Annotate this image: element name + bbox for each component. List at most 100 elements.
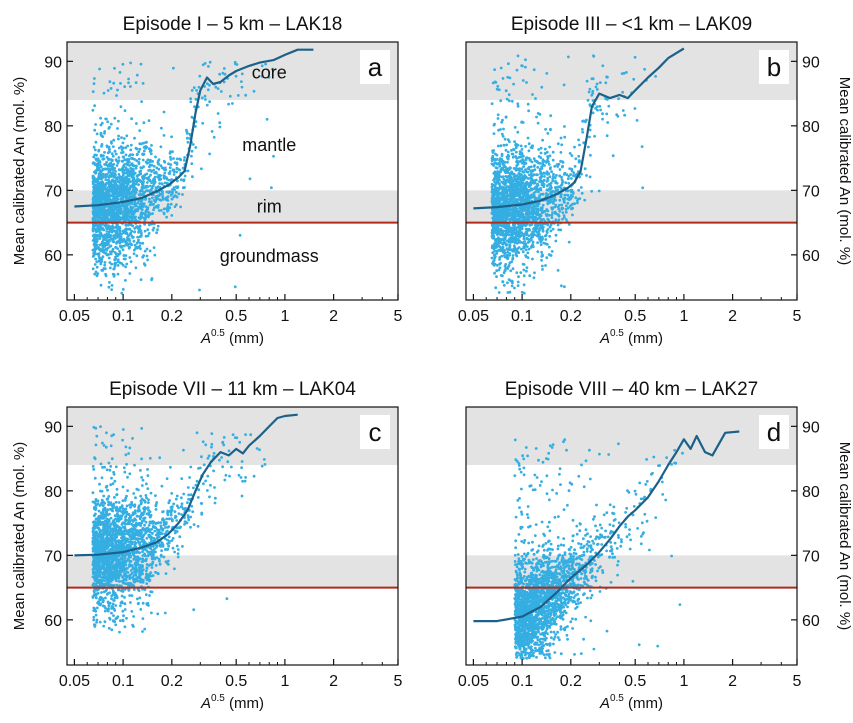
scatter-point	[552, 199, 556, 203]
scatter-point	[511, 186, 514, 190]
scatter-point	[91, 90, 95, 93]
scatter-point	[99, 283, 103, 287]
scatter-point	[101, 154, 105, 158]
y-tick-label: 80	[802, 119, 820, 136]
scatter-point	[162, 211, 166, 215]
scatter-point	[507, 233, 511, 237]
scatter-point	[179, 178, 183, 182]
scatter-point	[218, 72, 222, 76]
scatter-point	[113, 203, 117, 207]
scatter-point	[150, 186, 154, 190]
x-tick-label: 5	[793, 308, 802, 325]
scatter-point	[530, 188, 534, 192]
scatter-point	[104, 178, 108, 182]
scatter-point	[605, 75, 608, 79]
scatter-point	[493, 271, 496, 275]
scatter-point	[133, 136, 136, 140]
scatter-point	[620, 72, 624, 75]
scatter-point	[124, 146, 128, 150]
scatter-point	[171, 192, 174, 195]
scatter-point	[495, 263, 499, 267]
scatter-point	[522, 237, 526, 241]
scatter-point	[150, 277, 154, 280]
scatter-point	[516, 230, 519, 233]
scatter-point	[106, 209, 110, 213]
scatter-point	[522, 283, 526, 287]
scatter-point	[535, 115, 538, 119]
scatter-point	[267, 75, 271, 79]
scatter-point	[536, 173, 539, 177]
scatter-point	[551, 179, 555, 183]
scatter-point	[193, 105, 196, 108]
scatter-point	[136, 235, 140, 239]
scatter-point	[573, 145, 576, 149]
scatter-point	[558, 198, 562, 202]
scatter-point	[113, 149, 117, 153]
scatter-point	[501, 242, 505, 245]
scatter-point	[499, 144, 503, 148]
scatter-point	[577, 188, 581, 192]
scatter-point	[147, 215, 150, 219]
scatter-point	[493, 226, 496, 230]
scatter-point	[142, 177, 146, 181]
scatter-point	[116, 198, 119, 202]
scatter-point	[527, 198, 530, 201]
scatter-point	[535, 234, 539, 238]
scatter-point	[137, 193, 141, 197]
scatter-point	[540, 255, 544, 258]
scatter-point	[525, 156, 529, 160]
scatter-point	[549, 198, 552, 202]
scatter-point	[161, 195, 165, 199]
scatter-point	[539, 240, 543, 244]
scatter-point	[561, 160, 564, 164]
scatter-point	[130, 117, 134, 121]
scatter-point	[159, 209, 163, 212]
scatter-point	[117, 156, 121, 159]
scatter-point	[566, 201, 570, 205]
scatter-point	[185, 128, 188, 132]
scatter-point	[521, 181, 525, 185]
scatter-point	[105, 217, 109, 220]
x-tick-label: 0.05	[458, 308, 489, 325]
scatter-point	[116, 176, 120, 179]
scatter-point	[98, 237, 102, 240]
scatter-point	[125, 208, 129, 211]
scatter-point	[124, 175, 128, 179]
scatter-point	[501, 280, 505, 283]
scatter-point	[112, 267, 116, 271]
scatter-point	[546, 228, 550, 231]
scatter-point	[95, 190, 99, 194]
scatter-point	[97, 252, 101, 256]
scatter-point	[496, 249, 499, 253]
scatter-point	[543, 164, 546, 167]
scatter-point	[105, 172, 109, 176]
scatter-point	[598, 81, 602, 84]
scatter-point	[621, 109, 625, 112]
scatter-point	[593, 134, 596, 138]
scatter-point	[499, 66, 503, 70]
scatter-point	[189, 465, 193, 469]
scatter-point	[157, 167, 161, 171]
scatter-point	[121, 166, 125, 169]
scatter-point	[491, 217, 495, 220]
scatter-point	[134, 191, 138, 194]
scatter-point	[146, 228, 150, 232]
scatter-point	[126, 144, 130, 148]
scatter-point	[538, 176, 542, 180]
scatter-point	[498, 248, 502, 252]
scatter-point	[492, 164, 496, 167]
scatter-point	[98, 213, 102, 217]
scatter-point	[104, 200, 107, 204]
scatter-point	[151, 212, 154, 216]
scatter-point	[505, 167, 509, 171]
scatter-point	[111, 154, 115, 158]
scatter-point	[505, 210, 509, 214]
scatter-point	[91, 228, 95, 232]
scatter-point	[538, 238, 541, 241]
scatter-point	[142, 202, 146, 206]
scatter-point	[177, 168, 181, 172]
scatter-point	[135, 254, 139, 258]
scatter-point	[131, 188, 135, 192]
scatter-point	[493, 68, 496, 71]
scatter-point	[182, 178, 186, 182]
